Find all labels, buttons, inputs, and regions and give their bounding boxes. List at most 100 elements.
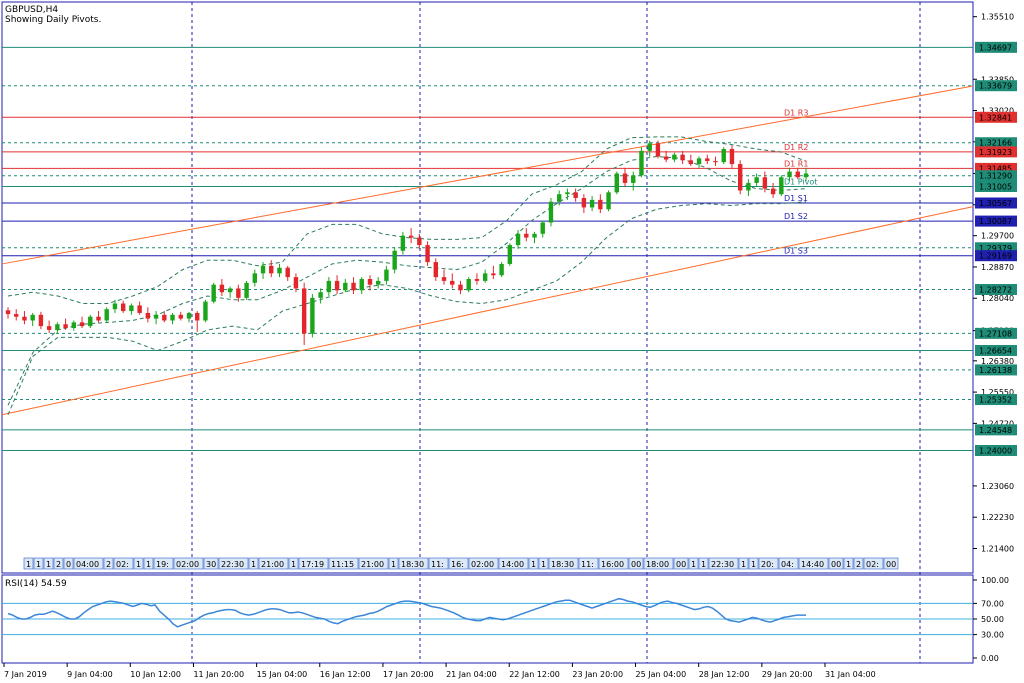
price-tick-label: 1.23060 [981,482,1014,491]
event-label: 11:15 [331,560,354,569]
candle-body [639,150,644,176]
candle-body [71,322,77,329]
price-tag-label: 1.31005 [979,182,1012,191]
candle-body [5,310,11,315]
candle-body [787,171,792,178]
candle-body [30,314,35,321]
candle-body [88,316,93,327]
event-label: 04: [781,560,794,569]
candle-body [688,160,694,165]
event-box [298,557,329,570]
price-tag-label: 1.25352 [979,396,1012,405]
price-tag-label: 1.27108 [979,329,1012,338]
candle-body [326,280,332,293]
candle-body [754,177,759,183]
event-box [328,557,359,570]
candle-body [803,173,809,178]
candle-body [22,316,27,321]
candle-body [46,326,52,330]
candle-body [417,237,422,246]
candle-body [705,158,710,162]
event-box [628,557,644,570]
price-tag [975,394,1017,406]
candle-body [129,305,134,312]
candle-body [565,192,570,195]
candle-body [746,182,751,191]
event-label: 00 [631,560,641,569]
candle-body [450,280,455,285]
candle-body [795,171,800,178]
event-box [143,557,154,570]
event-box [698,557,709,570]
rsi-title: RSI(14) 54.59 [5,579,67,589]
event-box [448,557,469,570]
candle-body [392,250,397,270]
candle-body [162,314,167,321]
candle-body [581,197,587,208]
candle-body [762,177,768,189]
candle-body [737,164,743,191]
candle-body [203,301,208,321]
event-label: 1 [291,560,296,569]
chart-subtitle: Showing Daily Pivots. [5,15,101,25]
event-box [828,557,844,570]
candle-body [376,280,381,285]
price-tag-label: 1.29379 [979,244,1012,253]
event-box [528,557,539,570]
price-tag [975,344,1017,356]
event-label: 1 [251,560,256,569]
candle-body [458,284,463,291]
chart-symbol: GBPUSD,H4 [5,5,58,15]
price-tag-label: 1.33679 [979,82,1012,91]
price-tag-label: 1.26138 [979,366,1012,375]
event-label: 30 [206,560,216,569]
event-label: 1 [846,560,851,569]
event-box [258,557,289,570]
candle-body [219,284,225,293]
time-tick-label: 23 Jan 20:00 [572,670,623,679]
candle-body [655,143,661,157]
candle-body [120,303,126,312]
price-tick-label: 1.28040 [981,294,1014,303]
event-label: 1 [46,560,51,569]
candle-body [556,194,562,202]
event-label: 1 [531,560,536,569]
event-box [498,557,529,570]
price-tag [975,364,1017,376]
candle-body [482,273,488,281]
pivot-label: D1 R2 [784,143,808,152]
candle-body [614,173,619,193]
price-tag [975,283,1017,295]
candle-body [351,282,356,291]
candle-body [343,282,348,291]
bollinger-bands [7,136,807,415]
event-label: 18:30 [401,560,424,569]
candle-body [507,245,513,264]
event-label: 04:00 [76,560,99,569]
time-tick-label: 10 Jan 12:00 [130,670,181,679]
time-tick-label: 11 Jan 20:00 [193,670,244,679]
pivot-labels: D1 R3 D1 R2 D1 R1 D1 Pivot D1 S1 D1 S2 D1 S3 [784,108,817,255]
time-tick-label: 21 Jan 04:00 [446,670,497,679]
price-tag-label: 1.24548 [979,426,1012,435]
time-tick-label: 31 Jan 04:00 [825,670,876,679]
candle-body [532,233,537,238]
candle-body [14,314,19,317]
candle-body [524,233,529,238]
price-tag [975,215,1017,227]
event-label: 1 [136,560,141,569]
candle-body [425,245,430,263]
time-tick-label: 22 Jan 12:00 [509,670,560,679]
candle-body [647,143,652,151]
price-tag-label: 1.32166 [979,139,1012,148]
event-box [33,557,44,570]
rsi-axis: 100.00 70.00 50.00 30.00 0.00 [973,576,1009,663]
event-box [358,557,389,570]
event-label: 00 [676,560,686,569]
candle-body [680,154,685,161]
rsi-line [7,597,806,628]
price-tag [975,170,1017,182]
price-tick-label: 1.33020 [981,107,1014,116]
candle-body [573,192,578,198]
price-tag [975,197,1017,209]
